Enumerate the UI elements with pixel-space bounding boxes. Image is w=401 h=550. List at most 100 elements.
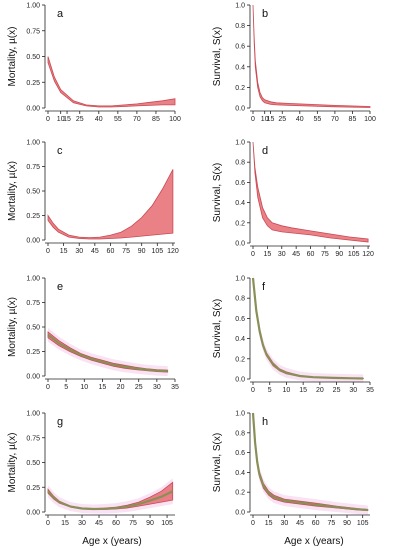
x-tick-label: 15 — [265, 520, 273, 527]
panel-label: b — [262, 8, 268, 20]
panel-g: 0.00 0.25 0.50 0.75 1.00 0 15 30 45 60 75 90 105 g Mor… — [7, 411, 175, 527]
y-tick-label: 1.0 — [235, 140, 245, 147]
panel-label: a — [57, 8, 64, 20]
x-tick-label: 70 — [133, 116, 141, 123]
model-fit-line — [47, 333, 168, 373]
x-tick-label: 5 — [64, 384, 68, 391]
panel-f: 0.0 0.2 0.4 0.6 0.8 1.0 0 5 10 15 20 25 30 35 f Surviva… — [212, 274, 374, 394]
y-tick-label: 1.00 — [26, 140, 40, 147]
x-tick-label: 60 — [307, 251, 315, 258]
x-tick-label: 0 — [46, 384, 50, 391]
y-tick-label: 0.8 — [235, 296, 245, 303]
x-axis-label-right: Age x (years) — [284, 536, 343, 547]
y-tick-label: 1.00 — [26, 3, 40, 10]
y-tick-label: 0.8 — [235, 430, 245, 437]
x-tick-label: 35 — [171, 384, 179, 391]
x-tick-label: 90 — [138, 248, 146, 255]
panel-label: c — [57, 145, 63, 157]
y-tick-label: 0.6 — [235, 180, 245, 187]
panel-e: 0.00 0.25 0.50 0.75 1.00 0 5 10 15 20 25 30 35 e Morta… — [7, 276, 179, 392]
y-axis-label: Mortality, µ(x) — [7, 432, 18, 492]
x-tick-label: 100 — [169, 116, 181, 123]
x-tick-label: 90 — [146, 520, 154, 527]
model-fit-line — [251, 412, 368, 512]
x-tick-label: 0 — [251, 116, 255, 123]
y-tick-label: 0.25 — [26, 80, 40, 87]
x-tick-label: 30 — [78, 520, 86, 527]
y-tick-label: 0.75 — [26, 28, 40, 35]
x-tick-label: 90 — [343, 520, 351, 527]
y-axis-label: Mortality, µ(x) — [7, 161, 18, 221]
y-tick-label: 0.0 — [235, 241, 245, 248]
x-tick-label: 90 — [335, 251, 343, 258]
y-tick-label: 0.50 — [26, 460, 40, 467]
y-axis-label: Survival, S(x) — [212, 299, 223, 358]
x-tick-label: 45 — [91, 248, 99, 255]
x-tick-label: 70 — [331, 116, 339, 123]
panel-label: e — [57, 281, 63, 293]
panel-label: g — [57, 416, 63, 428]
x-tick-label: 10 — [80, 384, 88, 391]
y-tick-label: 1.00 — [26, 276, 40, 283]
band-glow — [253, 409, 368, 515]
x-tick-label: 30 — [280, 520, 288, 527]
confidence-band — [47, 169, 174, 240]
y-tick-label: 0.4 — [235, 470, 245, 477]
x-tick-label: 0 — [251, 251, 255, 258]
y-tick-label: 0.8 — [235, 23, 245, 30]
y-tick-label: 0.8 — [235, 160, 245, 167]
x-tick-label: 40 — [95, 116, 103, 123]
panel-label: h — [262, 416, 268, 428]
y-tick-label: 0.0 — [235, 377, 245, 384]
panel-c: 0.00 0.25 0.50 0.75 1.00 0 15 30 45 60 75 90 105 120 c… — [7, 140, 179, 256]
x-tick-label: 15 — [263, 251, 271, 258]
x-tick-label: 0 — [46, 248, 50, 255]
y-tick-label: 0.50 — [26, 189, 40, 196]
y-tick-label: 1.00 — [26, 411, 40, 418]
y-axis-label: Survival, S(x) — [212, 163, 223, 222]
x-tick-label: 20 — [316, 387, 324, 394]
x-axis-label-left: Age x (years) — [82, 536, 141, 547]
x-tick-label: 105 — [348, 251, 360, 258]
x-tick-label: 0 — [46, 520, 50, 527]
x-tick-label: 105 — [151, 248, 163, 255]
y-tick-label: 0.2 — [235, 356, 245, 363]
x-tick-label: 30 — [153, 384, 161, 391]
y-tick-label: 0.00 — [26, 106, 40, 113]
panel-d: 0.0 0.2 0.4 0.6 0.8 1.0 0 15 30 45 60 75 90 105 120 d Su… — [212, 140, 374, 259]
x-tick-label: 35 — [366, 387, 374, 394]
confidence-band — [252, 4, 371, 108]
x-tick-label: 30 — [278, 251, 286, 258]
y-tick-label: 0.4 — [235, 200, 245, 207]
y-tick-label: 0.2 — [235, 220, 245, 227]
band-glow — [48, 327, 168, 377]
x-tick-label: 5 — [268, 387, 272, 394]
y-tick-label: 1.0 — [235, 411, 245, 418]
y-tick-label: 0.0 — [235, 510, 245, 517]
confidence-band — [252, 412, 369, 511]
x-tick-label: 75 — [129, 520, 137, 527]
y-tick-label: 0.2 — [235, 490, 245, 497]
panel-h: 0.0 0.2 0.4 0.6 0.8 1.0 0 15 30 45 60 75 90 105 h Survi… — [212, 409, 370, 527]
y-tick-label: 1.0 — [235, 276, 245, 283]
band-glow — [253, 274, 364, 383]
x-tick-label: 120 — [167, 248, 179, 255]
x-tick-label: 75 — [327, 520, 335, 527]
x-tick-label: 25 — [76, 116, 84, 123]
y-tick-label: 0.50 — [26, 54, 40, 61]
x-tick-label: 120 — [362, 251, 374, 258]
x-tick-label: 105 — [357, 520, 369, 527]
y-tick-label: 0.4 — [235, 64, 245, 71]
y-axis-label: Mortality, µ(x) — [7, 297, 18, 357]
x-tick-label: 15 — [99, 384, 107, 391]
x-tick-label: 60 — [112, 520, 120, 527]
y-tick-label: 0.00 — [26, 510, 40, 517]
y-tick-label: 0.75 — [26, 435, 40, 442]
y-tick-label: 0.00 — [26, 238, 40, 245]
y-axis-label: Survival, S(x) — [212, 433, 223, 492]
y-tick-label: 0.75 — [26, 300, 40, 307]
x-tick-label: 10 — [283, 387, 291, 394]
